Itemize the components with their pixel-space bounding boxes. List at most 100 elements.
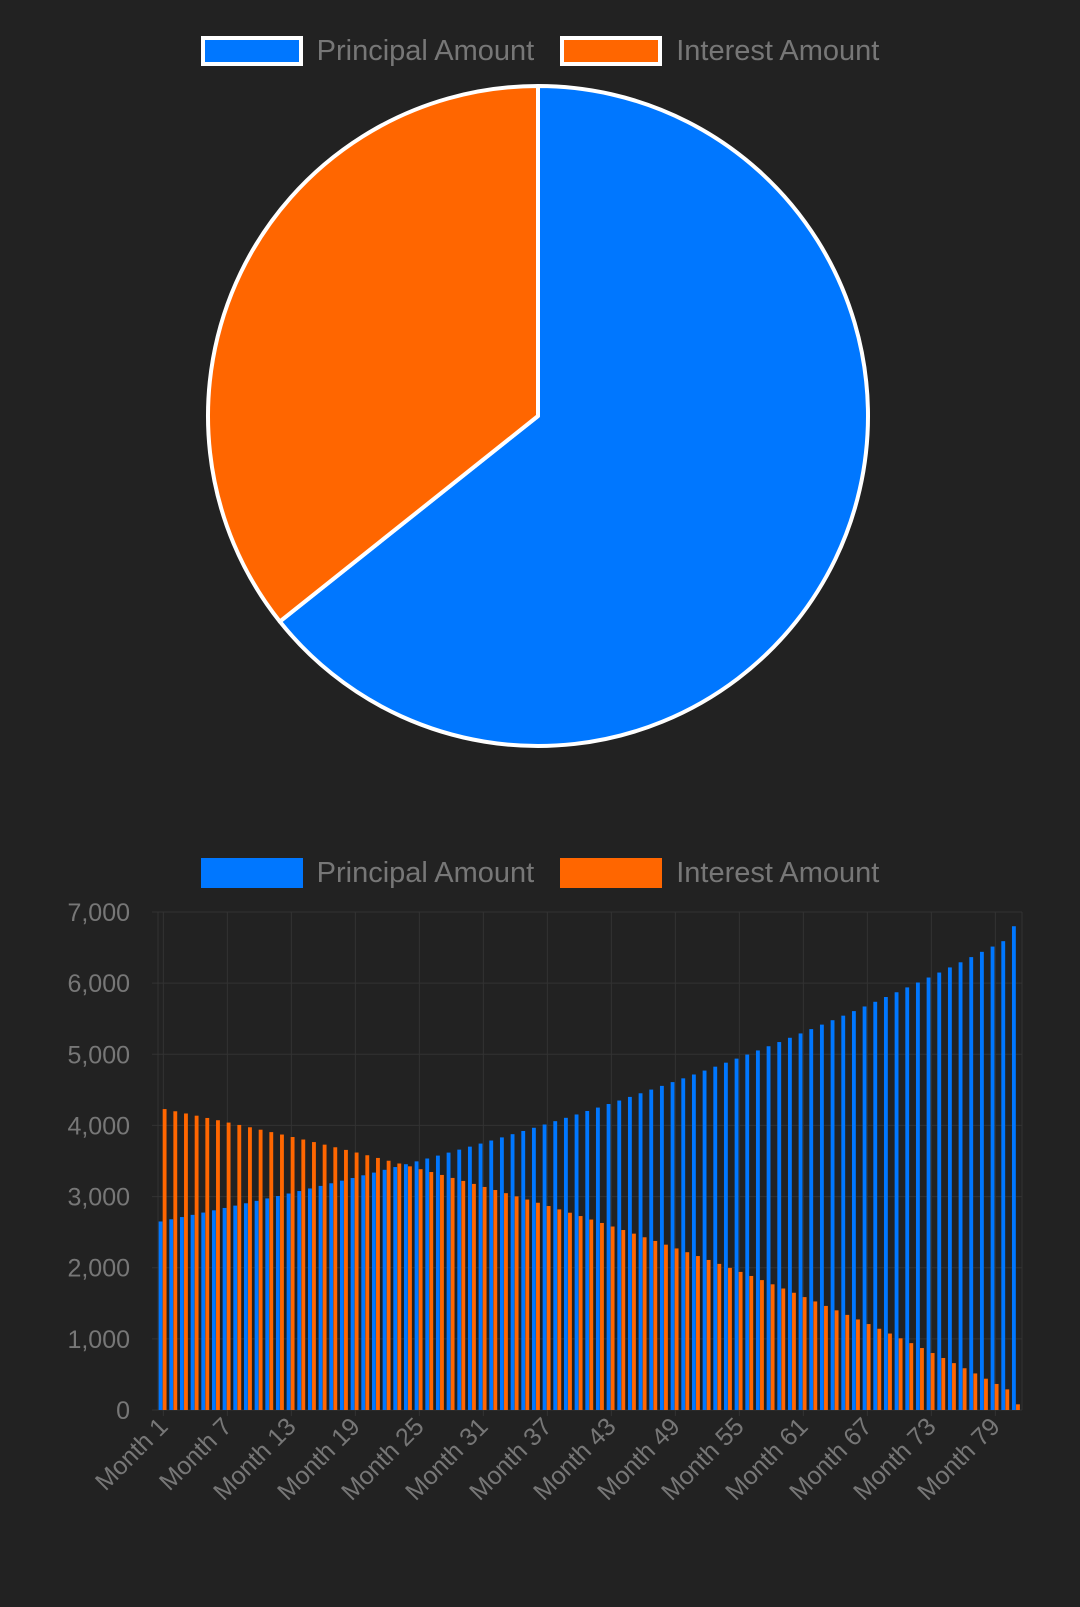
bar-interest[interactable] — [792, 1292, 796, 1410]
pie-legend-item-principal[interactable]: Principal Amount — [200, 36, 534, 66]
bar-principal[interactable] — [521, 1130, 526, 1410]
bar-principal[interactable] — [883, 997, 888, 1410]
bar-interest[interactable] — [674, 1248, 679, 1410]
bar-principal[interactable] — [873, 1001, 878, 1410]
bar-principal[interactable] — [265, 1198, 270, 1410]
bar-interest[interactable] — [653, 1240, 658, 1410]
bar-interest[interactable] — [450, 1177, 455, 1410]
bar-principal[interactable] — [574, 1114, 579, 1410]
bar-principal[interactable] — [1011, 926, 1016, 1410]
bar-principal[interactable] — [275, 1196, 280, 1410]
bar-principal[interactable] — [435, 1155, 440, 1410]
bar-principal[interactable] — [307, 1188, 312, 1410]
bar-interest[interactable] — [290, 1137, 295, 1410]
bar-interest[interactable] — [856, 1319, 860, 1410]
bar-interest[interactable] — [632, 1233, 636, 1410]
bar-interest[interactable] — [824, 1305, 828, 1410]
bar-interest[interactable] — [216, 1120, 220, 1410]
bar-principal[interactable] — [489, 1140, 494, 1410]
bar-principal[interactable] — [1001, 941, 1006, 1410]
bar-principal[interactable] — [361, 1175, 366, 1410]
bar-interest[interactable] — [760, 1280, 764, 1410]
bar-principal[interactable] — [243, 1203, 248, 1410]
bar-interest[interactable] — [269, 1132, 274, 1410]
bar-principal[interactable] — [862, 1006, 867, 1410]
bar-principal[interactable] — [723, 1062, 728, 1410]
bar-principal[interactable] — [947, 967, 952, 1410]
bar-interest[interactable] — [397, 1163, 402, 1410]
bar-principal[interactable] — [478, 1143, 483, 1410]
bar-principal[interactable] — [211, 1210, 216, 1410]
bar-principal[interactable] — [713, 1066, 718, 1410]
bar-principal[interactable] — [222, 1207, 227, 1410]
bar-principal[interactable] — [702, 1070, 707, 1410]
bar-interest[interactable] — [984, 1378, 988, 1410]
bar-interest[interactable] — [322, 1144, 327, 1410]
bar-interest[interactable] — [344, 1149, 348, 1410]
bar-principal[interactable] — [585, 1110, 590, 1410]
bar-principal[interactable] — [403, 1164, 408, 1410]
bar-interest[interactable] — [578, 1216, 583, 1410]
bar-principal[interactable] — [201, 1212, 206, 1410]
bar-principal[interactable] — [414, 1161, 419, 1410]
bar-principal[interactable] — [969, 957, 974, 1410]
bar-legend-item-interest[interactable]: Interest Amount — [560, 858, 879, 888]
bar-legend-item-principal[interactable]: Principal Amount — [200, 858, 534, 888]
pie-slice-principal[interactable] — [277, 84, 870, 748]
bar-principal[interactable] — [467, 1146, 472, 1410]
bar-interest[interactable] — [568, 1212, 572, 1410]
bar-interest[interactable] — [184, 1113, 188, 1410]
bar-interest[interactable] — [877, 1328, 882, 1410]
bar-principal[interactable] — [190, 1214, 195, 1410]
bar-interest[interactable] — [418, 1169, 423, 1410]
bar-interest[interactable] — [504, 1193, 508, 1410]
bar-principal[interactable] — [734, 1058, 739, 1410]
bar-interest[interactable] — [589, 1219, 594, 1410]
bar-interest[interactable] — [1016, 1404, 1020, 1410]
bar-interest[interactable] — [610, 1226, 615, 1410]
bar-interest[interactable] — [472, 1183, 476, 1410]
bar-principal[interactable] — [851, 1011, 856, 1410]
bar-principal[interactable] — [233, 1205, 238, 1410]
bar-interest[interactable] — [749, 1275, 754, 1410]
bar-principal[interactable] — [819, 1024, 824, 1410]
bar-interest[interactable] — [194, 1115, 199, 1410]
bar-principal[interactable] — [617, 1100, 622, 1410]
bar-principal[interactable] — [627, 1096, 632, 1410]
bar-interest[interactable] — [781, 1288, 786, 1410]
bar-principal[interactable] — [787, 1037, 792, 1410]
bar-interest[interactable] — [301, 1139, 306, 1410]
bar-principal[interactable] — [915, 982, 920, 1410]
bar-interest[interactable] — [173, 1111, 178, 1410]
bar-principal[interactable] — [766, 1046, 771, 1410]
bar-interest[interactable] — [482, 1186, 487, 1410]
bar-interest[interactable] — [866, 1324, 871, 1410]
bar-principal[interactable] — [339, 1180, 344, 1410]
bar-principal[interactable] — [254, 1200, 259, 1410]
bar-interest[interactable] — [706, 1259, 711, 1410]
bar-principal[interactable] — [553, 1121, 558, 1410]
bar-interest[interactable] — [386, 1160, 391, 1410]
bar-principal[interactable] — [958, 962, 963, 1410]
bar-interest[interactable] — [525, 1199, 530, 1410]
bar-interest[interactable] — [802, 1297, 807, 1410]
bar-interest[interactable] — [429, 1172, 434, 1410]
bar-interest[interactable] — [354, 1152, 359, 1410]
bar-principal[interactable] — [809, 1029, 814, 1410]
bar-principal[interactable] — [659, 1085, 664, 1410]
bar-interest[interactable] — [920, 1348, 924, 1410]
bar-interest[interactable] — [930, 1353, 935, 1410]
bar-principal[interactable] — [990, 946, 995, 1410]
bar-principal[interactable] — [670, 1082, 675, 1410]
bar-principal[interactable] — [755, 1050, 760, 1410]
bar-principal[interactable] — [169, 1219, 174, 1410]
bar-principal[interactable] — [830, 1020, 835, 1410]
bar-interest[interactable] — [994, 1383, 999, 1410]
bar-interest[interactable] — [376, 1157, 380, 1410]
bar-interest[interactable] — [248, 1127, 252, 1410]
bar-interest[interactable] — [333, 1147, 338, 1410]
bar-principal[interactable] — [798, 1033, 803, 1410]
bar-interest[interactable] — [557, 1209, 562, 1410]
bar-interest[interactable] — [493, 1190, 498, 1410]
bar-principal[interactable] — [979, 951, 984, 1410]
